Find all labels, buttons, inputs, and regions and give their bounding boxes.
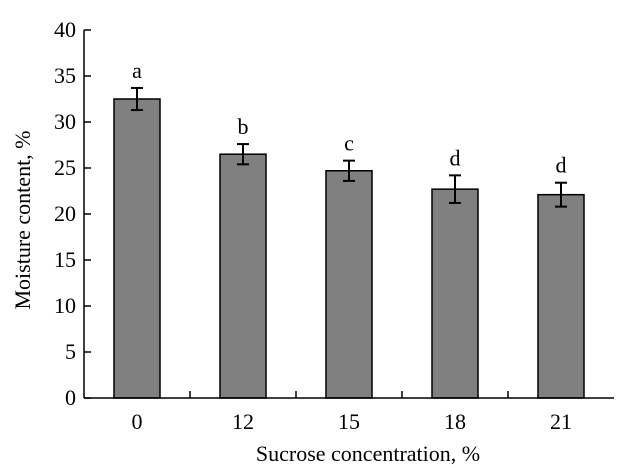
significance-label: a bbox=[132, 58, 142, 83]
x-tick-label: 12 bbox=[232, 409, 254, 434]
y-ticks-group: 0 5 10 15 20 25 30 35 40 bbox=[54, 17, 91, 410]
bar bbox=[431, 188, 479, 399]
error-bars-group bbox=[131, 86, 567, 208]
y-tick-label: 30 bbox=[54, 109, 76, 134]
y-axis-title: Moisture content, % bbox=[10, 130, 35, 309]
y-tick-label: 0 bbox=[65, 385, 76, 410]
y-tick-label: 5 bbox=[65, 339, 76, 364]
significance-labels-group: a b c d d bbox=[132, 58, 566, 178]
x-tick-label: 15 bbox=[338, 409, 360, 434]
x-ticks-group: 0 12 15 18 21 bbox=[132, 391, 572, 434]
x-axis-title: Sucrose concentration, % bbox=[256, 441, 480, 466]
bar bbox=[113, 98, 161, 399]
y-tick-label: 15 bbox=[54, 247, 76, 272]
y-tick-label: 35 bbox=[54, 63, 76, 88]
y-tick-label: 25 bbox=[54, 155, 76, 180]
significance-label: b bbox=[238, 114, 249, 139]
significance-label: d bbox=[556, 153, 567, 178]
y-tick-label: 20 bbox=[54, 201, 76, 226]
bar bbox=[219, 153, 267, 399]
x-tick-label: 0 bbox=[132, 409, 143, 434]
y-tick-label: 10 bbox=[54, 293, 76, 318]
significance-label: c bbox=[344, 131, 354, 156]
significance-label: d bbox=[450, 145, 461, 170]
x-tick-label: 18 bbox=[444, 409, 466, 434]
x-tick-label: 21 bbox=[550, 409, 572, 434]
bar bbox=[537, 193, 585, 399]
bar bbox=[325, 170, 373, 399]
y-tick-label: 40 bbox=[54, 17, 76, 42]
